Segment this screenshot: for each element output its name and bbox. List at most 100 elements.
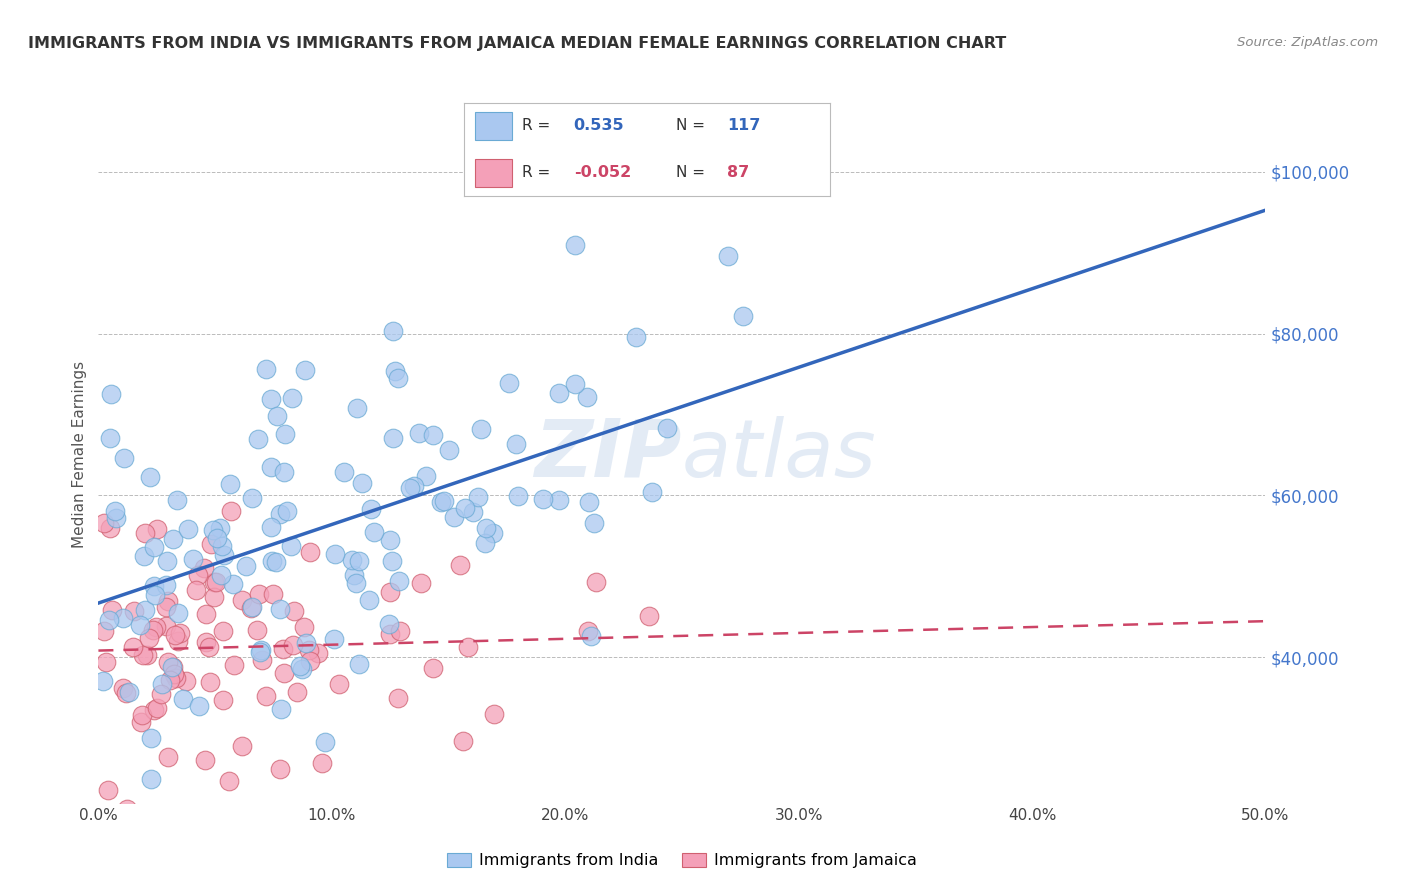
Point — [269, 762, 291, 776]
Point — [384, 364, 406, 378]
Point — [218, 477, 240, 491]
Point — [585, 575, 607, 590]
Bar — [475, 112, 512, 140]
Point — [231, 592, 253, 607]
Point — [266, 409, 288, 423]
Point — [276, 504, 298, 518]
Point — [657, 421, 679, 435]
Point — [273, 642, 295, 657]
Point — [240, 600, 263, 615]
Point — [211, 540, 233, 554]
Point — [576, 390, 599, 404]
Point — [162, 532, 184, 546]
Point — [281, 391, 304, 405]
Point — [177, 523, 200, 537]
Bar — [475, 159, 512, 187]
Point — [731, 309, 754, 323]
Point — [360, 501, 382, 516]
Point — [402, 478, 425, 492]
Point — [387, 370, 409, 384]
Point — [638, 609, 661, 624]
Point — [202, 575, 225, 590]
Point — [195, 634, 218, 648]
Point — [482, 526, 505, 541]
Point — [443, 510, 465, 524]
Point — [247, 587, 270, 601]
Point — [411, 576, 433, 591]
Point — [200, 536, 222, 550]
Point — [415, 469, 437, 483]
Point — [145, 701, 167, 715]
Point — [717, 249, 740, 263]
Point — [274, 427, 297, 442]
Point — [470, 422, 492, 436]
Point — [143, 588, 166, 602]
Point — [198, 674, 221, 689]
Point — [547, 493, 569, 508]
Point — [548, 385, 571, 400]
Point — [212, 548, 235, 562]
Point — [183, 552, 205, 566]
Point — [363, 525, 385, 540]
Point — [451, 734, 474, 748]
Point — [205, 575, 228, 590]
Point — [388, 624, 411, 638]
Point — [352, 476, 374, 491]
Point — [166, 606, 188, 620]
Point — [98, 613, 121, 627]
Point — [641, 484, 664, 499]
Point — [283, 638, 305, 652]
Point — [454, 500, 477, 515]
Point — [139, 772, 162, 786]
Point — [231, 739, 253, 753]
Point — [564, 238, 586, 252]
Point — [294, 636, 316, 650]
Point — [262, 587, 284, 601]
Point — [283, 604, 305, 618]
Text: -0.052: -0.052 — [574, 165, 631, 180]
Point — [249, 645, 271, 659]
Point — [194, 753, 217, 767]
Point — [467, 491, 489, 505]
Point — [564, 377, 586, 392]
Point — [333, 465, 356, 479]
Point — [174, 674, 197, 689]
Text: IMMIGRANTS FROM INDIA VS IMMIGRANTS FROM JAMAICA MEDIAN FEMALE EARNINGS CORRELAT: IMMIGRANTS FROM INDIA VS IMMIGRANTS FROM… — [28, 36, 1007, 51]
Point — [142, 703, 165, 717]
Y-axis label: Median Female Earnings: Median Female Earnings — [72, 361, 87, 549]
Point — [582, 516, 605, 531]
Point — [163, 667, 186, 681]
Point — [155, 578, 177, 592]
Point — [93, 624, 115, 638]
Point — [242, 599, 264, 614]
Point — [359, 592, 381, 607]
Point — [449, 558, 471, 573]
Point — [344, 575, 367, 590]
Point — [157, 655, 180, 669]
Point — [143, 540, 166, 554]
Point — [290, 659, 312, 673]
Point — [380, 554, 402, 568]
Point — [285, 685, 308, 699]
Point — [387, 691, 409, 706]
Point — [222, 658, 245, 673]
Point — [121, 640, 143, 654]
Point — [388, 574, 411, 589]
Point — [150, 688, 173, 702]
Point — [422, 428, 444, 442]
Text: 117: 117 — [727, 119, 761, 134]
Text: R =: R = — [523, 165, 551, 180]
Point — [134, 526, 156, 541]
Point — [98, 521, 121, 535]
Point — [246, 623, 269, 637]
Point — [273, 465, 295, 479]
Point — [156, 594, 179, 608]
Point — [165, 671, 187, 685]
Point — [156, 554, 179, 568]
Point — [291, 662, 314, 676]
Point — [165, 628, 187, 642]
Point — [146, 523, 169, 537]
Point — [579, 628, 602, 642]
Point — [143, 579, 166, 593]
Point — [378, 585, 401, 599]
